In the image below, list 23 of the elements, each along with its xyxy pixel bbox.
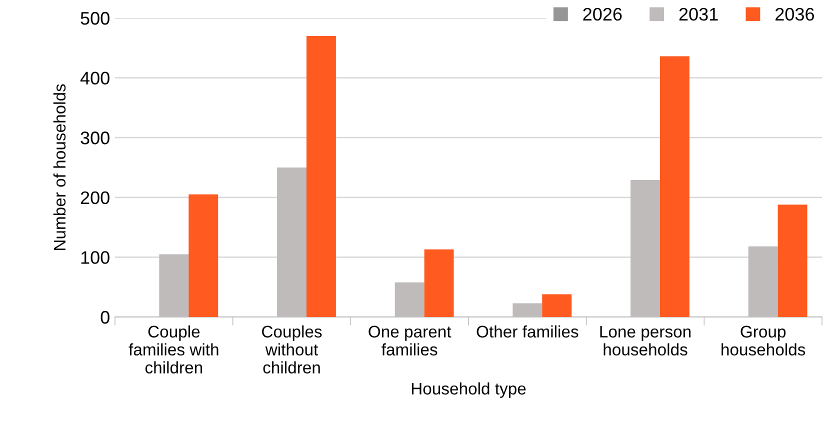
x-tick-label: Group households <box>722 326 806 356</box>
y-tick-label: 100 <box>81 251 110 264</box>
y-tick-label: 400 <box>80 72 110 85</box>
bar <box>188 194 218 317</box>
x-tick-label: One parent families <box>368 326 452 356</box>
x-tick-label: Lone person households <box>600 326 691 356</box>
y-tick-label: 500 <box>80 12 110 25</box>
bar <box>778 204 808 317</box>
y-tick-label: 0 <box>100 310 110 324</box>
x-tick-label: Couples without children <box>262 325 322 374</box>
x-tick-label: Other families <box>476 325 578 338</box>
legend-label: 2026 <box>583 8 622 21</box>
legend-label: 2036 <box>776 8 814 21</box>
bar <box>306 36 336 317</box>
bar <box>660 56 690 317</box>
x-axis-title: Household type <box>412 382 526 398</box>
bar <box>424 249 454 317</box>
bar <box>542 294 572 317</box>
y-tick-label: 200 <box>80 191 110 204</box>
y-tick-label: 300 <box>80 132 110 144</box>
y-axis-title: Number of households <box>53 84 66 250</box>
legend-label: 2031 <box>679 8 718 21</box>
x-tick-label: Couple families with children <box>128 325 218 374</box>
